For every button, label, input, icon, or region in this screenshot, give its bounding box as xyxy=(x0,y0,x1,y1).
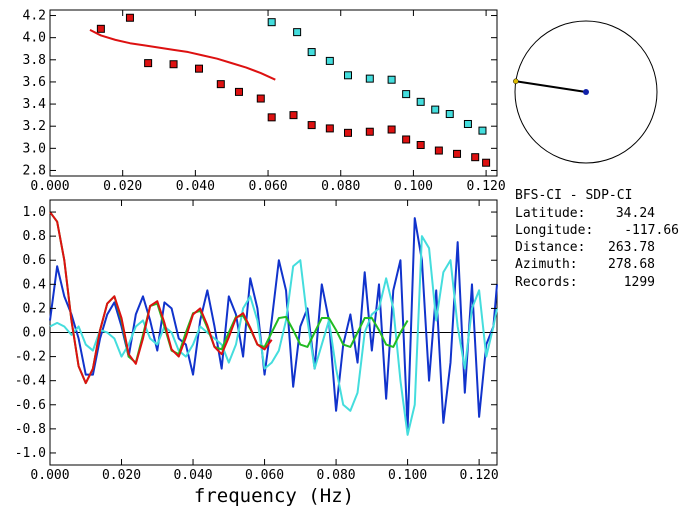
azimuth-value: 278.68 xyxy=(608,257,655,272)
scatter-point xyxy=(482,158,491,167)
y-tick-label: 4.2 xyxy=(23,9,46,24)
scatter-point xyxy=(387,125,396,134)
y-tick-label: 0.8 xyxy=(23,229,46,244)
scatter-point xyxy=(416,141,425,150)
azimuth-circle xyxy=(514,20,658,164)
y-tick-label: 1.0 xyxy=(23,205,46,220)
scatter-point xyxy=(325,56,334,65)
scatter-point xyxy=(325,124,334,133)
bottom-x-axis: 0.000 0.020 0.040 0.060 0.080 0.100 0.120 xyxy=(30,200,499,483)
phase-velocity-panel: 0.000 0.020 0.040 0.060 0.080 0.100 0.120 2.8 3… xyxy=(23,9,506,194)
x-tick-label: 0.060 xyxy=(248,179,287,194)
station-dot xyxy=(513,78,519,85)
scatter-point xyxy=(387,75,396,84)
scatter-point xyxy=(125,13,134,22)
y-tick-label: 3.0 xyxy=(23,141,46,156)
azimuth-diagram xyxy=(513,20,658,164)
longitude-value: -117.66 xyxy=(624,223,679,238)
y-tick-label: -1.0 xyxy=(15,446,46,461)
y-tick-label: 0.2 xyxy=(23,301,46,316)
x-axis-label: frequency (Hz) xyxy=(194,485,354,507)
scatter-point xyxy=(402,135,411,144)
azimuth-line xyxy=(515,80,587,93)
y-tick-label: 0.0 xyxy=(23,326,46,341)
x-tick-label: 0.100 xyxy=(388,468,427,483)
scatter-point xyxy=(344,128,352,137)
series-line-2 xyxy=(89,29,276,81)
scatter-point xyxy=(267,18,276,27)
y-tick-label: 0.6 xyxy=(23,253,46,268)
x-tick-label: 0.040 xyxy=(173,468,212,483)
scatter-point xyxy=(307,121,316,130)
scatter-point xyxy=(96,24,105,33)
scatter-point xyxy=(431,105,440,114)
y-tick-label: 0.4 xyxy=(23,277,47,292)
scatter-point xyxy=(216,80,225,89)
distance-label: Distance: xyxy=(515,240,585,255)
y-tick-label: 2.8 xyxy=(23,163,46,178)
scatter-point xyxy=(445,110,454,119)
y-tick-label: 3.2 xyxy=(23,119,46,134)
scatter-point xyxy=(416,97,425,106)
series-line-3 xyxy=(49,211,273,385)
y-tick-label: -0.8 xyxy=(15,422,46,437)
top-y-axis: 2.8 3.0 3.2 3.4 3.6 3.8 4.0 4.2 xyxy=(23,9,497,178)
scatter-point xyxy=(195,64,203,73)
bottom-y-axis: 1.0 0.8 0.6 0.4 0.2 0.0 -0.2 -0.4 -0.6 -0.8 -1.0 xyxy=(15,205,497,461)
scatter-point xyxy=(144,59,153,68)
top-plot-frame xyxy=(49,9,498,177)
top-series xyxy=(89,13,491,167)
y-tick-label: -0.6 xyxy=(15,398,46,413)
latitude-label: Latitude: xyxy=(515,206,585,221)
top-x-axis: 0.000 0.020 0.040 0.060 0.080 0.100 0.120 xyxy=(30,10,506,194)
scatter-point xyxy=(293,28,302,37)
x-tick-label: 0.120 xyxy=(460,468,499,483)
latitude-value: 34.24 xyxy=(616,206,655,221)
scatter-point xyxy=(307,48,316,57)
distance-value: 263.78 xyxy=(608,240,655,255)
scatter-point xyxy=(234,87,243,96)
x-tick-label: 0.080 xyxy=(317,468,356,483)
y-tick-label: 3.4 xyxy=(23,97,47,112)
station-info: BFS-CI - SDP-CI Latitude: 34.24 Longitud… xyxy=(515,188,679,290)
scatter-point xyxy=(434,146,443,155)
coherency-panel: 0.000 0.020 0.040 0.060 0.080 0.100 0.120 1.00… xyxy=(15,199,499,507)
station-pair-title: BFS-CI - SDP-CI xyxy=(515,188,632,203)
y-tick-label: 4.0 xyxy=(23,31,46,46)
scatter-point xyxy=(471,153,480,162)
scatter-point xyxy=(289,111,298,120)
scatter-point xyxy=(256,94,265,103)
x-tick-label: 0.040 xyxy=(176,179,215,194)
scatter-point xyxy=(344,71,352,80)
scatter-point xyxy=(463,119,472,128)
records-label: Records: xyxy=(515,275,578,290)
scatter-point xyxy=(365,127,374,136)
x-tick-label: 0.020 xyxy=(102,468,141,483)
scatter-point xyxy=(478,126,487,135)
x-tick-label: 0.000 xyxy=(30,179,69,194)
azimuth-label: Azimuth: xyxy=(515,257,578,272)
records-value: 1299 xyxy=(624,275,655,290)
x-tick-label: 0.080 xyxy=(321,179,360,194)
x-tick-label: 0.120 xyxy=(467,179,506,194)
center-dot xyxy=(583,89,589,95)
scatter-point xyxy=(453,149,462,158)
scatter-point xyxy=(402,90,411,99)
scatter-point xyxy=(267,113,276,122)
scatter-point xyxy=(169,60,178,69)
x-tick-label: 0.020 xyxy=(103,179,142,194)
x-tick-label: 0.100 xyxy=(394,179,433,194)
y-tick-label: -0.2 xyxy=(15,350,46,365)
x-tick-label: 0.060 xyxy=(245,468,284,483)
x-tick-label: 0.000 xyxy=(30,468,69,483)
y-tick-label: 3.8 xyxy=(23,53,46,68)
y-tick-label: 3.6 xyxy=(23,75,46,90)
bottom-series xyxy=(49,211,498,436)
series-line-1 xyxy=(49,235,498,436)
y-tick-label: -0.4 xyxy=(15,374,46,389)
longitude-label: Longitude: xyxy=(515,223,593,238)
scatter-point xyxy=(365,74,374,83)
